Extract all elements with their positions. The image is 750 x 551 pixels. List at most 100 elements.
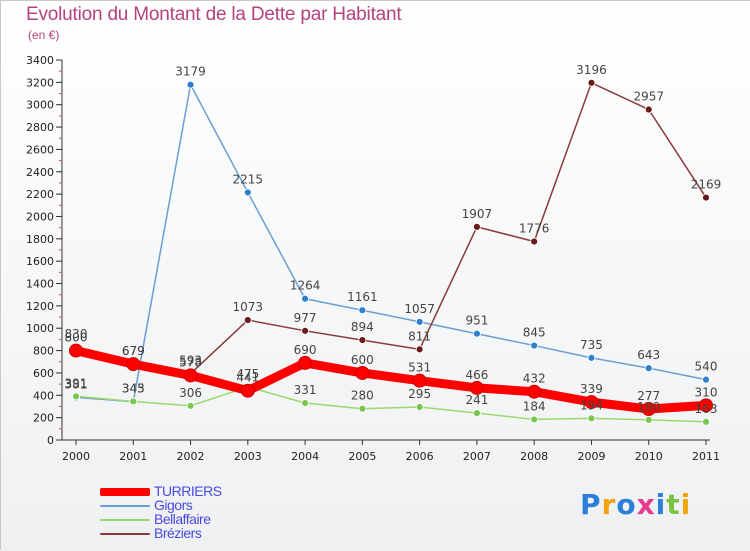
data-point xyxy=(355,365,370,380)
legend-swatch xyxy=(100,488,150,496)
data-point xyxy=(301,294,309,303)
data-point xyxy=(584,395,599,410)
data-point xyxy=(473,329,481,338)
x-tick-label: 2010 xyxy=(635,450,663,463)
data-label: 475 xyxy=(236,367,259,381)
data-point xyxy=(69,343,83,358)
y-tick-label: 200 xyxy=(33,412,54,425)
data-label: 241 xyxy=(465,393,488,407)
data-label: 345 xyxy=(122,381,145,395)
data-point xyxy=(587,353,596,362)
y-tick-label: 1200 xyxy=(26,300,54,313)
x-tick-label: 2003 xyxy=(234,450,262,463)
data-label: 280 xyxy=(351,389,374,403)
legend-swatch xyxy=(100,519,150,521)
data-point xyxy=(72,392,80,401)
data-label: 343 xyxy=(122,382,145,396)
data-label: 845 xyxy=(523,326,546,340)
series-line-bellaffaire xyxy=(75,386,707,423)
y-tick-label: 3400 xyxy=(26,54,54,67)
data-point xyxy=(126,357,141,372)
data-point xyxy=(358,306,367,315)
data-point xyxy=(298,355,313,370)
data-label: 184 xyxy=(523,399,546,413)
data-label: 466 xyxy=(465,368,488,382)
data-point xyxy=(358,336,367,344)
data-label: 578 xyxy=(179,355,202,369)
data-label: 1264 xyxy=(290,279,321,293)
data-label: 679 xyxy=(122,344,145,358)
data-label: 295 xyxy=(408,387,431,401)
y-tick-label: 1400 xyxy=(26,278,54,291)
y-tick-label: 2200 xyxy=(26,188,54,201)
data-label: 2169 xyxy=(691,178,722,192)
data-point xyxy=(129,397,138,406)
data-point xyxy=(473,222,481,231)
data-point xyxy=(186,80,195,89)
chart-subtitle: (en €) xyxy=(28,28,60,42)
data-label: 690 xyxy=(294,343,317,357)
data-point xyxy=(473,409,481,417)
data-label: 735 xyxy=(580,338,603,352)
data-point xyxy=(530,415,539,424)
y-tick-label: 1000 xyxy=(26,322,54,335)
data-label: 531 xyxy=(408,361,431,375)
y-tick-label: 1800 xyxy=(26,233,54,246)
data-label: 277 xyxy=(637,389,660,403)
data-point xyxy=(415,403,424,411)
data-point xyxy=(415,345,424,354)
logo-letter: P xyxy=(580,488,602,521)
x-tick-label: 2000 xyxy=(62,450,90,463)
data-label: 1057 xyxy=(404,302,435,316)
data-label: 180 xyxy=(637,400,660,414)
y-tick-label: 400 xyxy=(33,389,54,402)
data-point xyxy=(301,326,309,335)
x-tick-label: 2009 xyxy=(577,450,605,463)
x-tick-label: 2006 xyxy=(406,450,434,463)
y-tick-label: 600 xyxy=(33,367,54,380)
data-label: 1907 xyxy=(462,207,493,221)
legend-swatch xyxy=(100,533,150,535)
data-point xyxy=(702,375,710,384)
data-point xyxy=(530,341,539,350)
legend-label: TURRIERS xyxy=(154,483,222,499)
data-point xyxy=(183,368,198,383)
legend-label: Gigors xyxy=(154,497,193,513)
data-point xyxy=(587,414,596,423)
x-tick-label: 2005 xyxy=(348,450,376,463)
data-label: 800 xyxy=(65,331,88,345)
legend-label: Bréziers xyxy=(154,525,202,541)
data-point xyxy=(530,237,539,246)
y-tick-label: 2800 xyxy=(26,121,54,134)
legend-swatch xyxy=(100,505,150,507)
data-label: 163 xyxy=(695,402,718,416)
data-label: 381 xyxy=(65,377,88,391)
y-tick-label: 2400 xyxy=(26,166,54,179)
y-tick-label: 3000 xyxy=(26,99,54,112)
data-point xyxy=(415,317,424,326)
data-label: 2215 xyxy=(233,172,264,186)
data-point xyxy=(243,188,252,197)
series-line-bréziers xyxy=(75,82,707,375)
data-point xyxy=(301,399,309,407)
chart-title: Evolution du Montant de la Dette par Hab… xyxy=(26,4,402,25)
data-label: 310 xyxy=(695,385,718,399)
data-label: 600 xyxy=(351,353,374,367)
y-tick-label: 3200 xyxy=(26,76,54,89)
data-label: 679 xyxy=(122,344,145,358)
logo-letter: r xyxy=(601,488,617,521)
data-point xyxy=(358,404,367,413)
data-label: 830 xyxy=(65,327,88,341)
data-label: 894 xyxy=(351,320,374,334)
series-line-turriers xyxy=(71,346,711,414)
x-tick-label: 2004 xyxy=(291,450,319,463)
data-point xyxy=(240,383,255,398)
data-point xyxy=(702,193,710,202)
x-tick-label: 2008 xyxy=(520,450,548,463)
logo-letter: t xyxy=(666,488,681,521)
data-label: 1073 xyxy=(233,300,264,314)
data-point xyxy=(243,316,252,324)
data-label: 441 xyxy=(236,371,259,385)
